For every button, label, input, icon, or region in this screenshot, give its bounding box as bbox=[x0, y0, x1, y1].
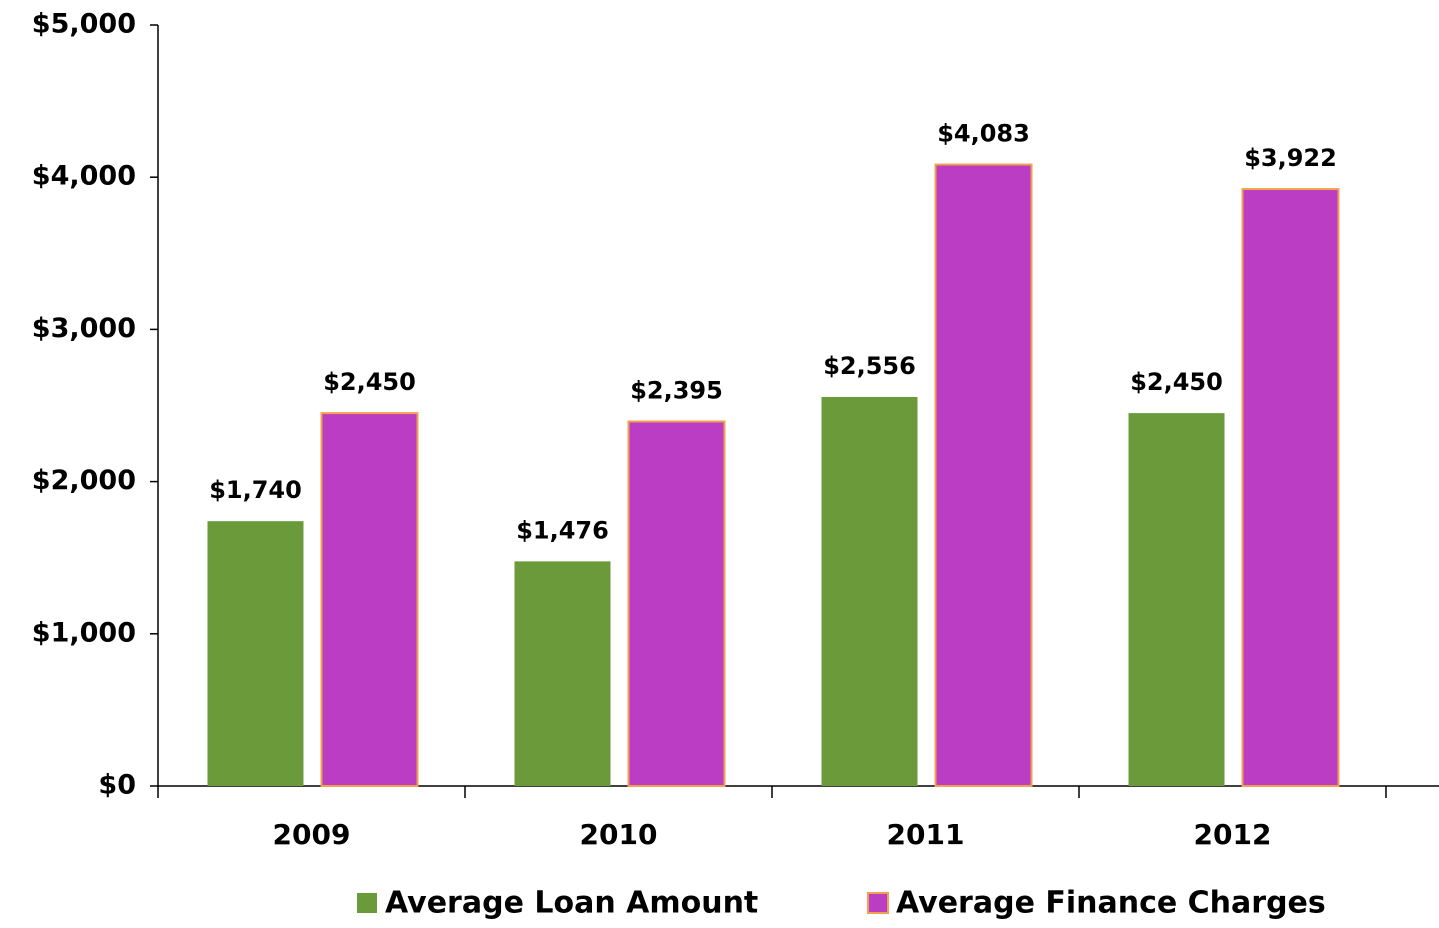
data-label: $4,083 bbox=[937, 120, 1030, 148]
bar bbox=[207, 521, 304, 786]
y-tick-label: $1,000 bbox=[32, 617, 136, 648]
data-label: $2,450 bbox=[1130, 368, 1223, 396]
y-tick-label: $0 bbox=[98, 770, 136, 801]
y-tick-label: $3,000 bbox=[32, 313, 136, 344]
data-label: $2,395 bbox=[630, 376, 723, 404]
bar bbox=[821, 396, 918, 786]
bar bbox=[320, 412, 419, 787]
x-tick-label: 2011 bbox=[887, 818, 965, 851]
bar bbox=[1241, 188, 1340, 787]
data-label: $3,922 bbox=[1244, 144, 1337, 172]
bar bbox=[934, 163, 1033, 788]
y-tick-label: $2,000 bbox=[32, 465, 136, 496]
data-label: $1,476 bbox=[516, 516, 609, 544]
legend-swatch bbox=[867, 892, 889, 914]
data-label: $2,556 bbox=[823, 352, 916, 380]
x-tick-label: 2010 bbox=[580, 818, 658, 851]
y-tick-label: $4,000 bbox=[32, 161, 136, 192]
data-label: $1,740 bbox=[209, 476, 302, 504]
bar bbox=[627, 420, 726, 787]
data-label: $2,450 bbox=[323, 368, 416, 396]
legend-swatch bbox=[357, 893, 377, 913]
x-tick-label: 2012 bbox=[1194, 818, 1272, 851]
bar bbox=[514, 561, 611, 786]
bar bbox=[1128, 413, 1225, 786]
y-tick-label: $5,000 bbox=[32, 9, 136, 40]
legend-label: Average Loan Amount bbox=[385, 886, 758, 921]
legend-label: Average Finance Charges bbox=[896, 886, 1326, 921]
x-tick-label: 2009 bbox=[273, 818, 351, 851]
